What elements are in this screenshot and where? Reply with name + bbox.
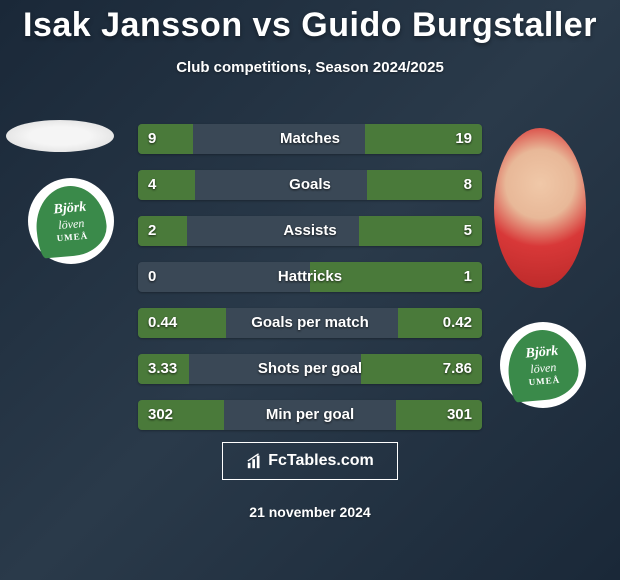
footer-logo: FcTables.com bbox=[222, 442, 398, 480]
stat-label: Min per goal bbox=[138, 400, 482, 430]
stat-label: Goals bbox=[138, 170, 482, 200]
badge-line3: UMEÅ bbox=[56, 230, 88, 243]
player1-club-badge: Björk löven UMEÅ bbox=[28, 178, 114, 264]
footer-brand: FcTables.com bbox=[268, 452, 374, 470]
stat-row: 302301Min per goal bbox=[138, 400, 482, 430]
stat-row: 919Matches bbox=[138, 124, 482, 154]
stat-row: 3.337.86Shots per goal bbox=[138, 354, 482, 384]
player1-photo bbox=[6, 120, 114, 152]
player2-photo bbox=[494, 128, 586, 288]
chart-icon bbox=[246, 452, 264, 470]
badge-shape: Björk löven UMEÅ bbox=[33, 183, 109, 259]
badge-line3: UMEÅ bbox=[528, 374, 560, 387]
stat-row: 48Goals bbox=[138, 170, 482, 200]
subtitle: Club competitions, Season 2024/2025 bbox=[0, 59, 620, 76]
badge-shape: Björk löven UMEÅ bbox=[505, 327, 581, 403]
date-label: 21 november 2024 bbox=[0, 504, 620, 520]
stat-label: Assists bbox=[138, 216, 482, 246]
page-title: Isak Jansson vs Guido Burgstaller bbox=[0, 0, 620, 45]
stat-row: 0.440.42Goals per match bbox=[138, 308, 482, 338]
stat-row: 25Assists bbox=[138, 216, 482, 246]
comparison-chart: 919Matches 48Goals 25Assists 01Hattricks 0.4… bbox=[138, 124, 482, 446]
player2-club-badge: Björk löven UMEÅ bbox=[500, 322, 586, 408]
stat-label: Goals per match bbox=[138, 308, 482, 338]
stat-label: Matches bbox=[138, 124, 482, 154]
stat-label: Shots per goal bbox=[138, 354, 482, 384]
stat-row: 01Hattricks bbox=[138, 262, 482, 292]
stat-label: Hattricks bbox=[138, 262, 482, 292]
